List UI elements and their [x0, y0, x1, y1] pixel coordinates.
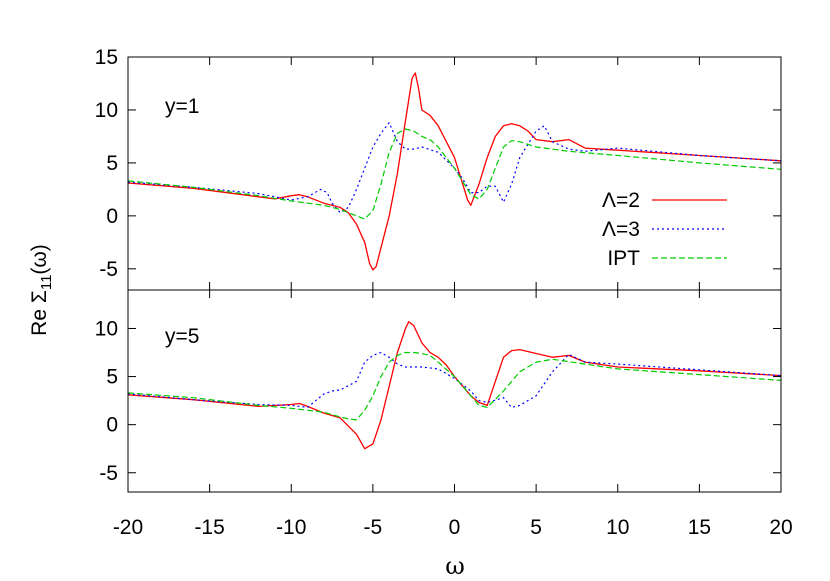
x-tick-label: -15 — [194, 516, 224, 539]
y-tick-label: 0 — [106, 205, 118, 228]
y-tick-label: 0 — [106, 414, 118, 437]
x-tick-label: 5 — [530, 516, 542, 539]
x-tick-label: 20 — [769, 516, 792, 539]
x-tick-label: -5 — [364, 516, 383, 539]
x-tick-label: -20 — [113, 516, 143, 539]
y-axis-label: Re Σ11(ω) — [28, 244, 55, 336]
panel-1: -5 0 5 10 15 y=1 — [95, 46, 782, 291]
panel-label: y=5 — [165, 325, 199, 348]
plot-frame-2 — [127, 289, 782, 493]
x-tick-label: 15 — [688, 516, 711, 539]
y-tick-label: 10 — [95, 99, 118, 122]
series-line-panel1-2 — [128, 122, 781, 214]
series-line-panel2-1 — [128, 321, 781, 450]
y-tick-label: -5 — [99, 258, 118, 281]
legend-label: Λ=2 — [602, 189, 640, 212]
legend-label: Λ=3 — [602, 218, 640, 241]
series-line-panel2-2 — [128, 351, 781, 408]
series-line-panel2-3 — [128, 351, 781, 421]
y-tick-label: 5 — [106, 152, 118, 175]
panel-label: y=1 — [165, 95, 199, 118]
y-tick-label: -5 — [99, 462, 118, 485]
x-tick-label: -10 — [276, 516, 306, 539]
y-tick-label: 15 — [95, 46, 118, 69]
legend: Λ=2 Λ=3 IPT — [602, 189, 727, 270]
series-line-panel1-3 — [128, 128, 781, 220]
x-tick-label: 10 — [606, 516, 629, 539]
y-tick-label: 5 — [106, 366, 118, 389]
legend-label: IPT — [607, 247, 640, 270]
x-axis-label: ω — [445, 552, 465, 580]
plot-frame-1 — [127, 56, 782, 291]
panel-2: -5 0 5 10 y=5 — [95, 289, 782, 493]
x-tick-label: 0 — [449, 516, 461, 539]
y-tick-label: 10 — [95, 317, 118, 340]
series-line-panel1-1 — [128, 72, 781, 271]
